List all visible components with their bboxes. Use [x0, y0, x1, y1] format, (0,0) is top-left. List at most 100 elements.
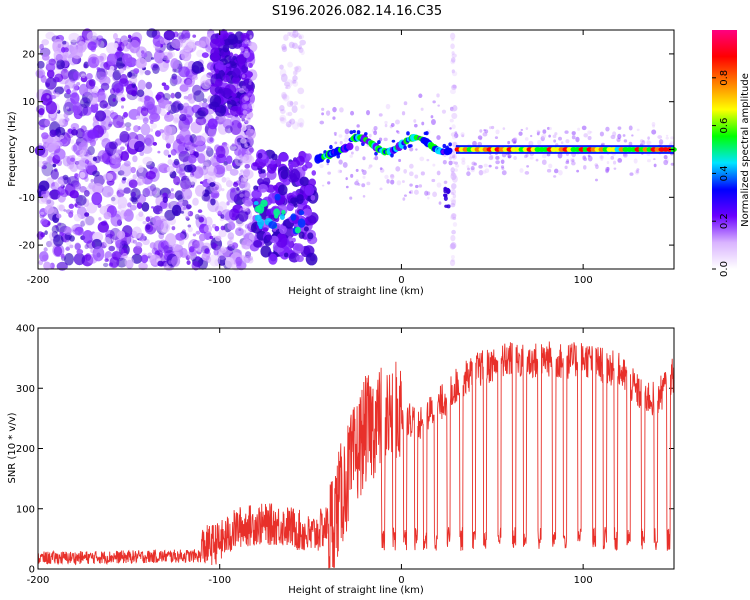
spectrogram-mark — [449, 88, 456, 95]
spectrogram-mark — [605, 166, 610, 173]
spectrogram-mark — [68, 203, 75, 209]
spectrogram-mark — [349, 154, 354, 158]
spectrogram-mark — [368, 133, 372, 138]
spectrogram-mark — [425, 131, 429, 136]
spectrogram-mark — [636, 168, 640, 171]
spectrogram-mark — [265, 184, 276, 193]
spectrogram-mark — [418, 184, 423, 188]
spectrogram-mark — [560, 141, 564, 145]
spectrogram-mark — [137, 79, 146, 91]
colorbar-tick-label: 0.6 — [719, 118, 730, 134]
spectrogram-mark — [424, 190, 429, 196]
spectrogram-mark — [651, 129, 657, 135]
spectrogram-mark — [293, 101, 299, 106]
spectrogram-mark — [68, 71, 78, 83]
spectrogram-mark — [451, 124, 456, 130]
spectrogram-mark — [494, 166, 499, 170]
spectrogram-mark — [281, 46, 288, 53]
spectrogram-mark — [281, 93, 288, 100]
spectrogram-mark — [74, 161, 80, 165]
spectrogram-mark — [583, 133, 588, 138]
spectrogram-mark — [239, 93, 251, 104]
spectrogram-mark — [631, 134, 634, 137]
spectrogram-mark — [610, 155, 615, 160]
spectrogram-mark — [38, 197, 46, 205]
spectrogram-mark — [172, 243, 181, 252]
spectrogram-mark — [116, 230, 126, 239]
spectrogram-mark — [441, 109, 447, 114]
spectrogram-mark — [420, 171, 425, 176]
spectrogram-mark — [116, 189, 125, 198]
snr-y-label: SNR (10 * v/v) — [7, 412, 18, 483]
spectrogram-mark — [289, 101, 294, 106]
spectrogram-mark — [242, 169, 254, 180]
spectrogram-mark — [197, 209, 203, 214]
spectrogram-mark — [248, 62, 253, 69]
spectrogram-mark — [244, 177, 248, 182]
spectrogram-mark — [193, 90, 205, 103]
spectrogram-mark — [218, 201, 228, 212]
spectrogram-mark — [292, 30, 297, 34]
spectrogram-mark — [332, 116, 336, 120]
spectrogram-mark — [450, 192, 455, 196]
spectrogram-mark — [240, 137, 247, 144]
spectrogram-mark — [170, 92, 175, 99]
spectrogram-mark — [224, 125, 233, 134]
spectrogram-mark — [250, 129, 254, 134]
spectrogram-mark — [241, 64, 249, 74]
spectrogram-mark — [339, 169, 342, 173]
spectrogram-mark — [39, 47, 51, 57]
spectrogram-mark — [354, 145, 360, 152]
spectrogram-mark — [247, 257, 254, 264]
spectrogram-mark — [395, 166, 401, 172]
spectrogram-mark — [663, 154, 668, 160]
spectrogram-mark — [524, 154, 528, 159]
spectrogram-mark — [149, 165, 153, 170]
spectrogram-mark — [41, 54, 50, 61]
spectrogram-mark — [284, 81, 291, 87]
spectrogram-mark — [432, 163, 436, 167]
spectrogram-mark — [191, 61, 204, 74]
spectrogram-mark — [194, 110, 206, 120]
spectrogram-mark — [140, 107, 149, 117]
spectrogram-mark — [84, 243, 89, 250]
spectrogram-mark — [477, 135, 483, 140]
spectrogram-mark — [174, 190, 184, 201]
spectrogram-mark — [129, 76, 138, 85]
spectrogram-mark — [451, 153, 457, 160]
spectrogram-mark — [121, 53, 133, 66]
spectrogram-mark — [39, 124, 45, 131]
spectrogram-mark — [163, 149, 170, 156]
spectrogram-mark — [144, 69, 151, 76]
spectrogram-mark — [484, 129, 489, 134]
spectrogram-mark — [186, 204, 192, 210]
spectrogram-mark — [325, 110, 331, 116]
colorbar-ticks: 0.0 0.2 0.4 0.6 0.8 — [712, 70, 730, 277]
spectrogram-mark — [162, 62, 169, 69]
spectrogram-mark — [227, 221, 236, 231]
spectrogram-mark — [118, 68, 125, 74]
spectrogram-mark — [557, 152, 563, 159]
spectrogram-mark — [242, 234, 246, 238]
spectrogram-mark — [149, 128, 154, 132]
spectrogram-mark — [653, 158, 656, 161]
spectrogram-mark — [108, 123, 113, 128]
spectrogram-x-label: Height of straight line (km) — [288, 286, 424, 297]
spectrogram-mark — [37, 160, 44, 168]
spectrogram-mark — [210, 190, 220, 199]
spectrogram-mark — [500, 159, 505, 165]
spectrogram-y-tick-label: 20 — [22, 49, 35, 60]
spectrogram-mark — [245, 128, 256, 140]
spectrogram-mark — [168, 260, 172, 264]
spectrogram-mark — [70, 129, 79, 136]
spectrogram-mark — [110, 213, 122, 227]
spectrogram-mark — [145, 81, 153, 90]
spectrogram-mark — [245, 255, 252, 263]
spectrogram-mark — [250, 95, 255, 101]
spectrogram-mark — [438, 201, 442, 205]
spectrogram-mark — [350, 110, 355, 116]
spectrogram-mark — [583, 157, 587, 162]
spectrogram-mark — [126, 89, 138, 101]
spectrogram-mark — [558, 136, 562, 141]
spectrogram-mark — [142, 156, 153, 166]
